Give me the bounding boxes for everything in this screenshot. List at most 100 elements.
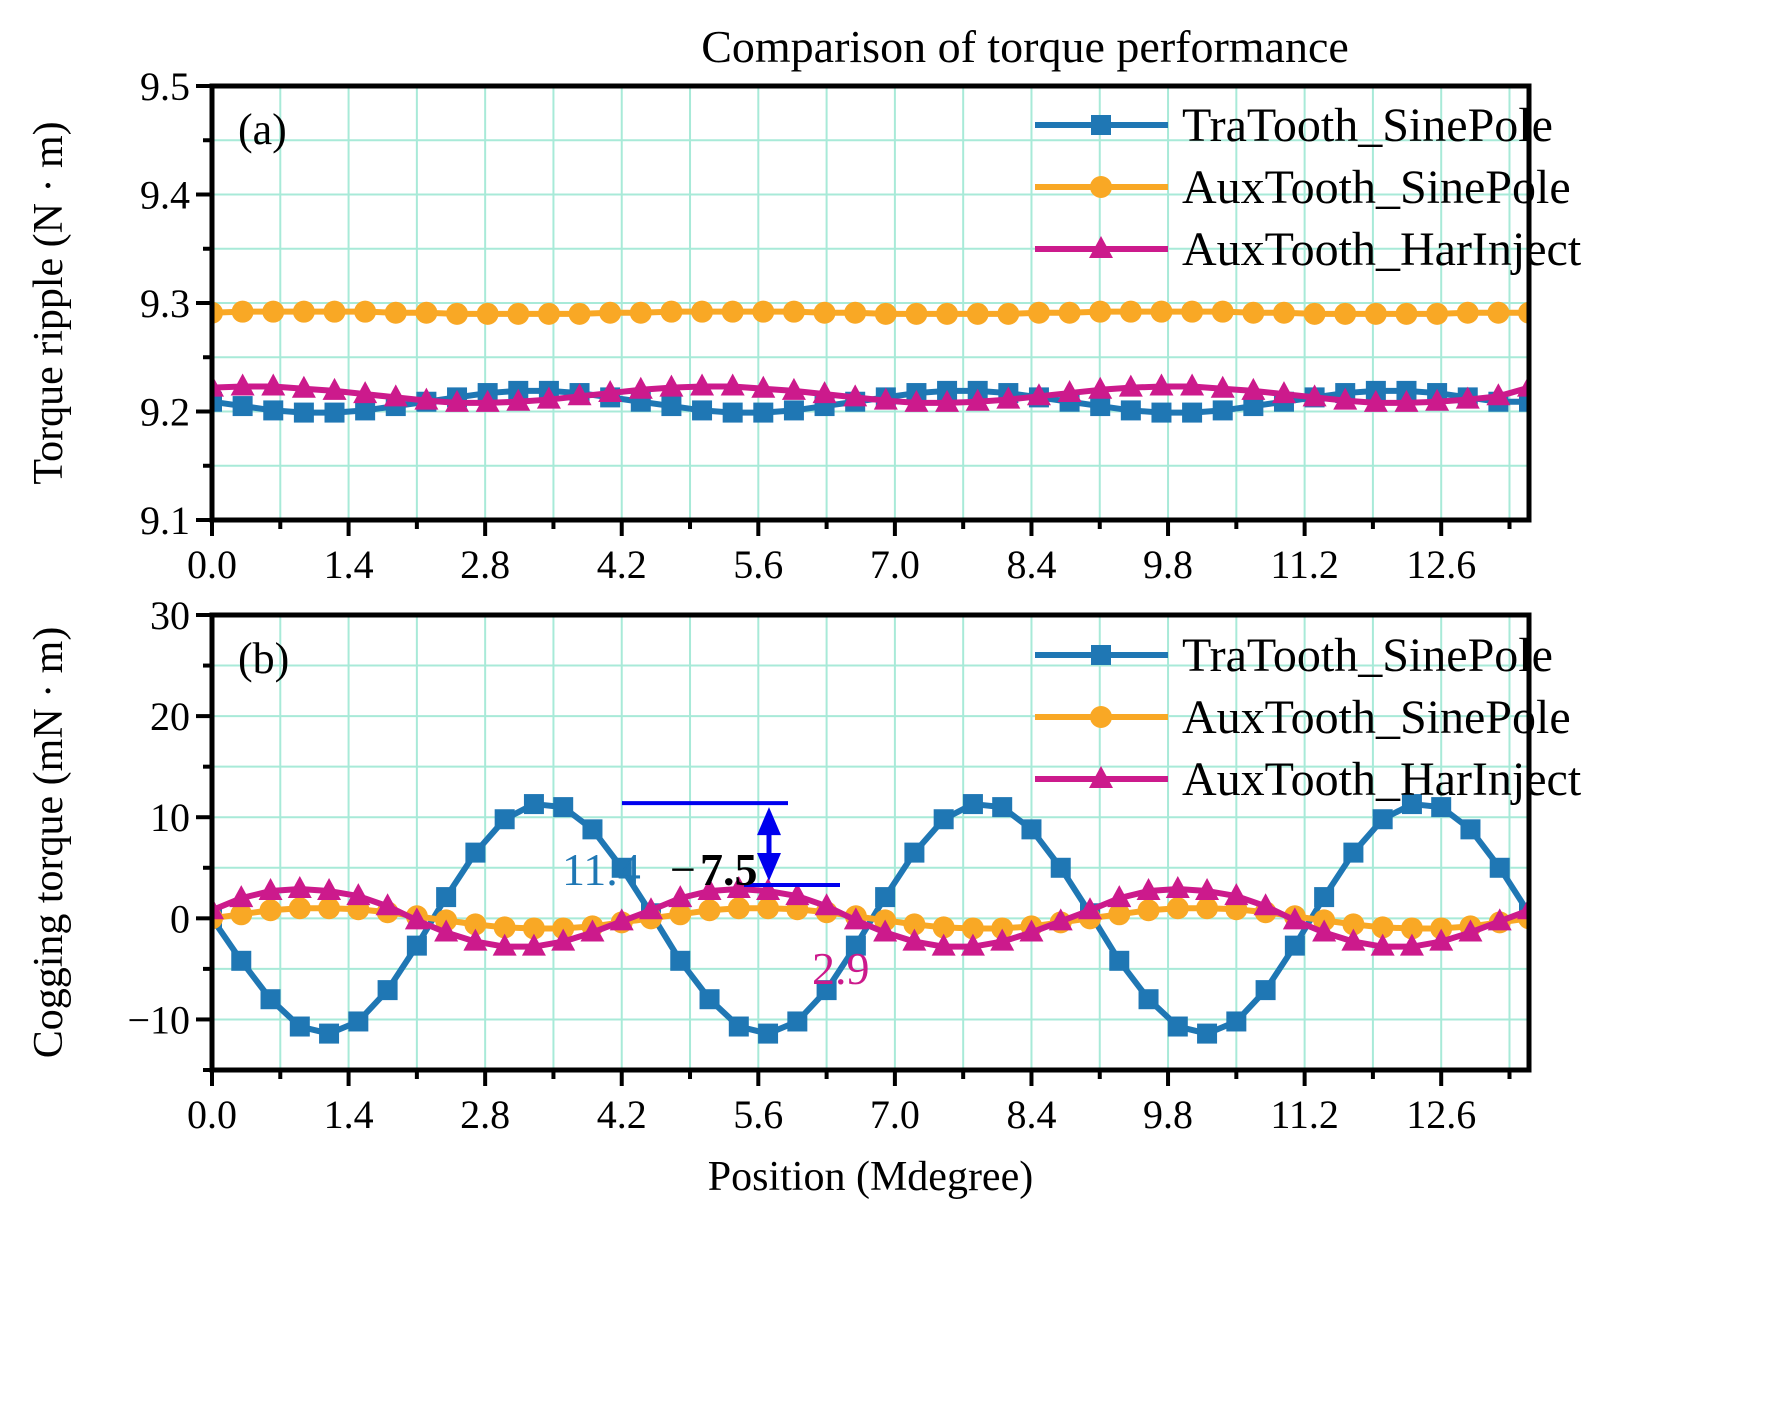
data-point-AuxTooth_SinePole [813, 301, 836, 324]
data-point-AuxTooth_SinePole [1364, 302, 1387, 325]
legend-label: AuxTooth_HarInject [1182, 753, 1582, 806]
data-point-TraTooth_SinePole [231, 950, 252, 971]
data-point-TraTooth_SinePole [904, 842, 925, 863]
data-point-TraTooth_SinePole [722, 402, 743, 423]
data-point-AuxTooth_HarInject [230, 373, 255, 396]
data-point-AuxTooth_HarInject [843, 907, 868, 930]
x-tick-label: 0.0 [187, 542, 237, 587]
data-point-AuxTooth_HarInject [536, 386, 561, 409]
data-point-TraTooth_SinePole [1226, 1011, 1247, 1032]
data-point-AuxTooth_SinePole [936, 302, 959, 325]
data-point-AuxTooth_SinePole [522, 917, 545, 940]
data-point-AuxTooth_HarInject [873, 387, 898, 410]
data-point-AuxTooth_SinePole [262, 300, 285, 323]
data-point-AuxTooth_SinePole [782, 300, 805, 323]
data-point-AuxTooth_HarInject [212, 374, 224, 397]
grid [212, 615, 1529, 1070]
data-point-AuxTooth_SinePole [961, 917, 984, 940]
x-tick-label: 9.8 [1143, 542, 1193, 587]
annotation-arrow-head-down [757, 852, 781, 881]
data-point-AuxTooth_HarInject [1149, 373, 1174, 396]
data-point-AuxTooth_HarInject [287, 876, 312, 899]
data-point-TraTooth_SinePole [348, 1011, 369, 1032]
data-point-AuxTooth_HarInject [1165, 876, 1190, 899]
legend-marker [1089, 766, 1113, 788]
y-tick-label: 9.5 [140, 64, 190, 109]
data-point-AuxTooth_HarInject [1363, 389, 1388, 412]
x-tick-label: 5.6 [733, 1092, 783, 1137]
data-point-TraTooth_SinePole [1401, 794, 1422, 815]
data-point-TraTooth_SinePole [377, 980, 398, 1001]
data-point-TraTooth_SinePole [1109, 950, 1130, 971]
data-point-AuxTooth_SinePole [1058, 301, 1081, 324]
y-tick-label: 9.3 [140, 281, 190, 326]
series-line-AuxTooth_SinePole [212, 308, 1529, 317]
data-point-TraTooth_SinePole [582, 819, 603, 840]
data-point-AuxTooth_HarInject [1394, 389, 1419, 412]
data-point-AuxTooth_SinePole [669, 903, 692, 926]
data-point-AuxTooth_SinePole [323, 300, 346, 323]
data-point-TraTooth_SinePole [1021, 819, 1042, 840]
data-point-AuxTooth_HarInject [1088, 376, 1113, 399]
data-point-AuxTooth_SinePole [1108, 903, 1131, 926]
data-point-TraTooth_SinePole [962, 794, 983, 815]
data-point-AuxTooth_HarInject [659, 374, 684, 397]
data-point-AuxTooth_SinePole [1518, 301, 1529, 324]
annotation-arrow-head-up [757, 807, 781, 836]
data-point-AuxTooth_HarInject [1341, 928, 1366, 951]
data-point-TraTooth_SinePole [875, 887, 896, 908]
data-point-AuxTooth_SinePole [1089, 300, 1112, 323]
data-point-AuxTooth_HarInject [1026, 383, 1051, 406]
data-point-AuxTooth_HarInject [492, 933, 517, 956]
series-group [212, 794, 1529, 1044]
y-tick-label: 0 [170, 896, 190, 941]
data-point-AuxTooth_HarInject [1458, 919, 1483, 942]
data-point-TraTooth_SinePole [728, 1016, 749, 1037]
y-axis-title: Cogging torque (mN · m) [26, 627, 72, 1059]
data-point-AuxTooth_SinePole [1181, 300, 1204, 323]
data-point-AuxTooth_HarInject [1136, 878, 1161, 901]
series-line-AuxTooth_HarInject [212, 886, 1529, 950]
data-point-AuxTooth_HarInject [931, 933, 956, 956]
legend-marker [1090, 176, 1112, 198]
data-point-AuxTooth_HarInject [904, 389, 929, 412]
data-point-TraTooth_SinePole [523, 794, 544, 815]
x-tick-label: 8.4 [1006, 1092, 1056, 1137]
data-point-AuxTooth_HarInject [726, 876, 751, 899]
data-point-AuxTooth_SinePole [354, 300, 377, 323]
data-point-AuxTooth_HarInject [996, 386, 1021, 409]
data-point-AuxTooth_HarInject [1195, 878, 1220, 901]
data-point-AuxTooth_HarInject [781, 377, 806, 400]
data-point-TraTooth_SinePole [260, 989, 281, 1010]
data-point-AuxTooth_HarInject [1487, 908, 1512, 931]
legend-marker [1091, 645, 1111, 665]
data-point-AuxTooth_HarInject [475, 389, 500, 412]
data-point-AuxTooth_HarInject [1399, 933, 1424, 956]
x-tick-label: 2.8 [460, 1092, 510, 1137]
data-point-TraTooth_SinePole [263, 400, 284, 421]
data-point-TraTooth_SinePole [1489, 857, 1510, 878]
data-point-AuxTooth_HarInject [463, 928, 488, 951]
data-point-TraTooth_SinePole [212, 391, 222, 412]
y-tick-label: 9.2 [140, 390, 190, 435]
series-line-TraTooth_SinePole [212, 801, 1529, 1037]
data-point-AuxTooth_SinePole [288, 897, 311, 920]
data-point-AuxTooth_SinePole [997, 302, 1020, 325]
data-point-AuxTooth_HarInject [580, 919, 605, 942]
data-point-AuxTooth_HarInject [1107, 885, 1132, 908]
legend: TraTooth_SinePole AuxTooth_SinePole AuxToo… [1035, 99, 1582, 276]
data-point-AuxTooth_SinePole [1400, 917, 1423, 940]
data-point-AuxTooth_SinePole [874, 302, 897, 325]
panel-a: 0.0 1.4 2.8 4.2 5.6 7.0 8.4 9.8 11.2 12.69.19.29.… [26, 64, 1582, 587]
data-point-AuxTooth_SinePole [905, 302, 928, 325]
data-point-AuxTooth_HarInject [258, 878, 283, 901]
data-point-AuxTooth_SinePole [1430, 917, 1453, 940]
y-tick-label: 20 [150, 694, 190, 739]
chart-title: Comparison of torque performance [701, 21, 1349, 72]
data-point-AuxTooth_SinePole [1272, 301, 1295, 324]
data-point-TraTooth_SinePole [1151, 402, 1172, 423]
data-point-AuxTooth_HarInject [1282, 907, 1307, 930]
y-axis: −10 0 10 20 30 [127, 593, 212, 1072]
data-point-AuxTooth_SinePole [231, 300, 254, 323]
data-point-AuxTooth_HarInject [1057, 380, 1082, 403]
